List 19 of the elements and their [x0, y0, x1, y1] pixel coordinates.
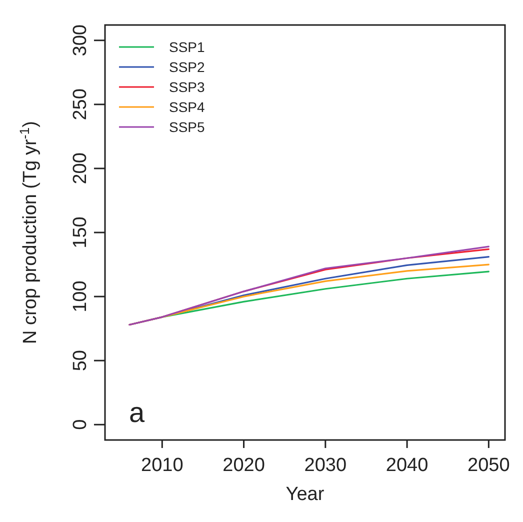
y-tick-label: 150	[70, 216, 91, 248]
y-tick-label: 100	[70, 280, 91, 312]
y-tick-label: 250	[70, 88, 91, 120]
x-tick-label: 2050	[468, 455, 510, 476]
legend-label: SSP2	[169, 59, 206, 75]
x-axis-title: Year	[286, 484, 325, 505]
legend-label: SSP5	[169, 119, 206, 135]
x-tick-label: 2040	[386, 455, 428, 476]
x-tick-label: 2030	[304, 455, 347, 476]
y-tick-label: 200	[70, 152, 91, 184]
annotation: a	[129, 397, 145, 428]
x-tick-label: 2020	[222, 455, 265, 476]
legend-label: SSP1	[169, 39, 206, 55]
y-tick-label: 0	[70, 419, 91, 430]
x-tick-label: 2010	[141, 455, 184, 476]
y-tick-label: 300	[70, 24, 91, 56]
y-tick-label: 50	[70, 350, 91, 372]
legend-label: SSP3	[169, 79, 206, 95]
legend-label: SSP4	[169, 99, 206, 115]
